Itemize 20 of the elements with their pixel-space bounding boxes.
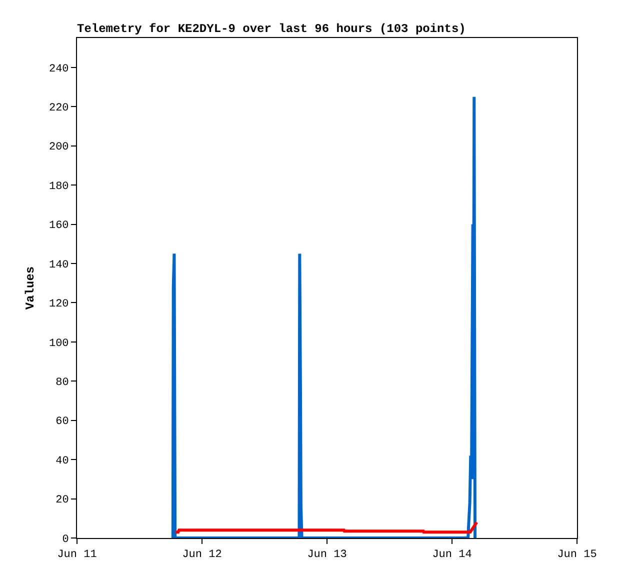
y-tick-label: 0 xyxy=(62,534,69,546)
y-tick-label: 80 xyxy=(56,376,69,389)
y-tick-label: 160 xyxy=(48,220,69,232)
y-tick-label: 240 xyxy=(48,63,69,76)
y-tick-label: 200 xyxy=(48,142,69,154)
x-tick-label: Jun 11 xyxy=(57,549,98,562)
x-tick-label: Jun 14 xyxy=(432,549,472,562)
x-tick-label: Jun 15 xyxy=(557,549,597,562)
x-tick-label: Jun 13 xyxy=(307,549,347,562)
y-tick-label: 20 xyxy=(56,494,69,507)
y-tick-label: 100 xyxy=(48,338,69,350)
y-tick-label: 220 xyxy=(48,102,69,114)
y-tick-label: 60 xyxy=(56,416,69,428)
y-axis-title: Values xyxy=(23,266,38,310)
y-tick-label: 180 xyxy=(48,180,69,193)
chart-title: Telemetry for KE2DYL-9 over last 96 hours (103 points) xyxy=(77,22,466,36)
x-tick-label: Jun 12 xyxy=(182,549,222,562)
y-tick-label: 40 xyxy=(56,455,69,468)
y-tick-label: 120 xyxy=(48,298,69,311)
y-tick-label: 140 xyxy=(48,259,69,272)
